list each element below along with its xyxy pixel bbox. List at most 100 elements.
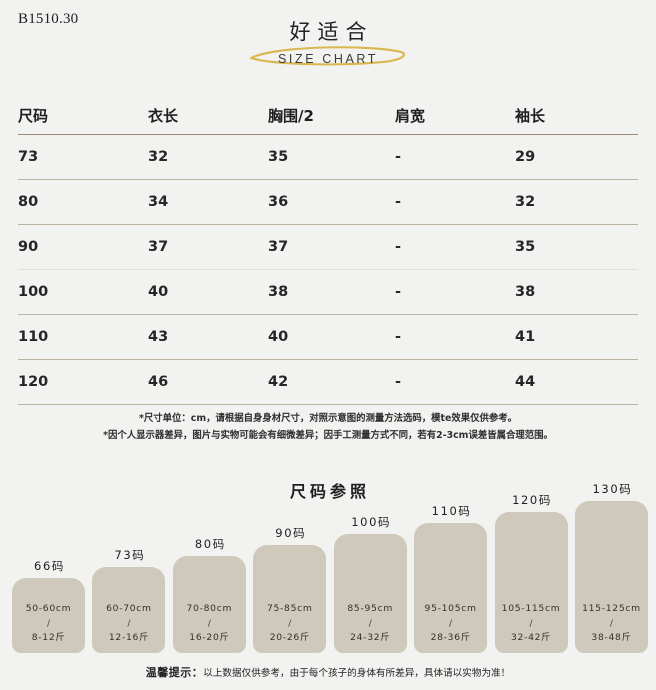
cell-sleeve: 41: [515, 329, 536, 345]
brand-logo-english: SIZE CHART: [277, 52, 379, 66]
cell-bust: 38: [268, 284, 289, 300]
cell-shoulder: -: [395, 149, 402, 165]
size-block-66: 66码 50-60cm / 8-12斤: [12, 558, 85, 653]
size-block-height: 60-70cm: [106, 603, 152, 615]
cell-bust: 42: [268, 374, 289, 390]
size-block-height: 75-85cm: [266, 603, 313, 615]
cell-shoulder: -: [395, 239, 402, 255]
size-block-label: 100码: [351, 515, 392, 529]
measurement-notes: *尺寸单位：cm，请根据自身身材尺寸，对照示意图的测量方法选码，模te效果仅供参…: [0, 410, 656, 445]
size-block-weight: 32-42斤: [510, 631, 552, 643]
size-block-weight: 28-36斤: [430, 631, 471, 643]
brand-logo-swoosh-area: SIZE CHART: [0, 45, 656, 71]
table-divider: [18, 224, 638, 225]
size-block-label: 120码: [512, 493, 552, 507]
size-block-label: 130码: [592, 482, 633, 496]
size-block-weight: 12-16斤: [108, 631, 149, 643]
table-row: 120 46 42 - 44: [18, 360, 638, 404]
size-block-weight: 38-48斤: [591, 631, 632, 643]
size-table: 尺码 衣长 胸围/2 肩宽 袖长 73 32 35 - 29 80 34 36 …: [18, 96, 638, 405]
size-block-height: 85-95cm: [347, 603, 393, 615]
size-block-label: 110码: [431, 504, 472, 518]
cell-length: 37: [148, 239, 169, 255]
table-row: 80 34 36 - 32: [18, 180, 638, 224]
size-block-separator: /: [288, 617, 292, 629]
product-code: B1510.30: [18, 11, 79, 27]
size-block-height: 70-80cm: [186, 603, 233, 615]
column-header-size: 尺码: [18, 106, 49, 125]
table-divider: [18, 359, 638, 360]
note-line-2: *因个人显示器差异，图片与实物可能会有细微差异；因手工测量方式不同，若有2-3c…: [103, 430, 553, 442]
cell-shoulder: -: [395, 329, 402, 345]
note-line-1: *尺寸单位：cm，请根据自身身材尺寸，对照示意图的测量方法选码，模te效果仅供参…: [139, 413, 517, 424]
size-block-height: 105-115cm: [501, 603, 561, 615]
cell-sleeve: 35: [515, 239, 536, 255]
size-block-label: 66码: [34, 559, 65, 573]
cell-shoulder: -: [395, 374, 402, 390]
cell-size: 120: [18, 374, 49, 390]
cell-length: 32: [148, 149, 169, 165]
cell-bust: 35: [268, 149, 289, 165]
size-block-label: 90码: [275, 526, 307, 540]
size-block-weight: 24-32斤: [350, 631, 391, 643]
table-divider: [18, 314, 638, 315]
cell-length: 46: [148, 374, 169, 390]
size-reference-blocks: 66码 50-60cm / 8-12斤 73码 60-70cm / 12-16斤…: [12, 482, 648, 653]
size-block-height: 115-125cm: [582, 603, 641, 615]
size-block-body: 115-125cm / 38-48斤: [574, 501, 648, 653]
size-block-label: 80码: [194, 537, 226, 551]
size-block-separator: /: [529, 617, 533, 629]
cell-size: 100: [18, 284, 49, 300]
size-block-separator: /: [368, 617, 372, 629]
table-divider: [18, 269, 638, 270]
column-header-sleeve: 袖长: [515, 106, 546, 125]
reference-section-title: 尺码参照: [289, 482, 370, 501]
table-divider: [18, 404, 638, 405]
size-block-weight: 16-20斤: [189, 631, 230, 643]
brand-logo-chinese: 好适合: [289, 20, 374, 44]
size-block-separator: /: [207, 617, 211, 629]
brand-logo: 好适合 SIZE CHART: [0, 22, 656, 71]
cell-size: 73: [18, 149, 39, 165]
size-block-body: 105-115cm / 32-42斤: [494, 512, 568, 653]
size-block-separator: /: [127, 617, 131, 629]
size-block-73: 73码 60-70cm / 12-16斤: [92, 547, 166, 653]
cell-length: 40: [148, 284, 169, 300]
column-header-shoulder: 肩宽: [395, 106, 426, 125]
cell-sleeve: 44: [515, 374, 536, 390]
size-block-body: 50-60cm / 8-12斤: [12, 578, 85, 653]
size-block-weight: 20-26斤: [269, 631, 310, 643]
size-block-weight: 8-12斤: [31, 631, 66, 643]
cell-size: 80: [18, 194, 39, 210]
footer-tip-label: 温馨提示：: [145, 666, 204, 679]
cell-bust: 36: [268, 194, 289, 210]
size-block-separator: /: [449, 617, 453, 629]
size-block-90: 90码 75-85cm / 20-26斤: [253, 525, 327, 653]
table-row: 110 43 40 - 41: [18, 315, 638, 359]
cell-size: 90: [18, 239, 39, 255]
size-block-body: 75-85cm / 20-26斤: [253, 545, 327, 653]
size-block-body: 70-80cm / 16-20斤: [172, 556, 246, 653]
table-divider: [18, 179, 638, 180]
size-block-height: 95-105cm: [424, 603, 477, 615]
cell-bust: 40: [268, 329, 289, 345]
table-row: 90 37 37 - 35: [18, 225, 638, 269]
column-header-bust: 胸围/2: [268, 106, 314, 125]
table-row: 73 32 35 - 29: [18, 135, 638, 179]
cell-length: 34: [148, 194, 169, 210]
table-divider: [18, 134, 638, 135]
size-block-separator: /: [46, 617, 51, 629]
cell-shoulder: -: [395, 284, 402, 300]
footer-tip: 温馨提示：以上数据仅供参考，由于每个孩子的身体有所差异，具体请以实物为准！: [0, 664, 656, 680]
cell-sleeve: 32: [515, 194, 536, 210]
size-block-body: 60-70cm / 12-16斤: [92, 567, 166, 653]
cell-sleeve: 38: [515, 284, 536, 300]
size-block-body: 95-105cm / 28-36斤: [414, 523, 488, 653]
cell-bust: 37: [268, 239, 289, 255]
cell-length: 43: [148, 329, 169, 345]
size-block-label: 73码: [114, 548, 146, 562]
cell-sleeve: 29: [515, 149, 536, 165]
size-block-120: 120码 105-115cm / 32-42斤: [494, 492, 568, 653]
size-block-height: 50-60cm: [25, 603, 72, 615]
footer-tip-text: 以上数据仅供参考，由于每个孩子的身体有所差异，具体请以实物为准！: [203, 668, 511, 679]
